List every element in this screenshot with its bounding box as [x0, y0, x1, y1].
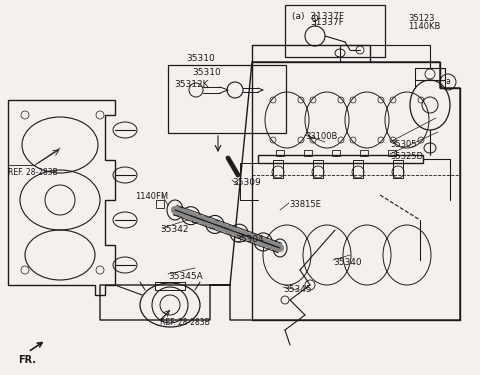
Text: a: a	[445, 78, 450, 87]
Text: 1140FM: 1140FM	[135, 192, 168, 201]
Bar	[156, 200, 164, 208]
Bar	[353, 160, 363, 178]
Text: 35304: 35304	[235, 235, 264, 244]
Bar	[304, 150, 312, 156]
Text: 35123: 35123	[408, 14, 434, 23]
Text: REF. 28-283B: REF. 28-283B	[8, 168, 58, 177]
Bar	[273, 160, 283, 178]
Bar	[313, 160, 323, 178]
Text: 35345A: 35345A	[168, 272, 203, 281]
Text: 1140KB: 1140KB	[408, 22, 440, 31]
Text: 35342: 35342	[160, 225, 189, 234]
Bar	[360, 150, 368, 156]
Text: REF. 28-283B: REF. 28-283B	[160, 318, 210, 327]
Text: 31337F: 31337F	[310, 18, 344, 27]
Text: FR.: FR.	[18, 355, 36, 365]
Text: (a)  31337F: (a) 31337F	[292, 12, 344, 21]
Bar	[415, 68, 445, 80]
Bar	[388, 150, 396, 156]
Text: 35305: 35305	[390, 140, 417, 149]
Text: 35340: 35340	[333, 258, 361, 267]
Text: 35310: 35310	[192, 68, 221, 77]
Bar	[155, 282, 185, 290]
Bar	[332, 150, 340, 156]
Text: 33815E: 33815E	[289, 200, 321, 209]
Bar	[285, 5, 385, 57]
Bar	[393, 160, 403, 178]
Bar	[192, 214, 200, 222]
Text: 35310: 35310	[186, 54, 215, 63]
Text: 35312K: 35312K	[174, 80, 208, 89]
Bar	[174, 207, 182, 215]
Text: 35325D: 35325D	[390, 152, 423, 161]
Bar	[168, 65, 286, 133]
Text: 35309: 35309	[232, 178, 261, 187]
Text: 35345: 35345	[283, 285, 312, 294]
Bar	[276, 150, 284, 156]
Text: 33100B: 33100B	[305, 132, 337, 141]
Bar	[258, 155, 423, 163]
Bar	[210, 220, 218, 228]
